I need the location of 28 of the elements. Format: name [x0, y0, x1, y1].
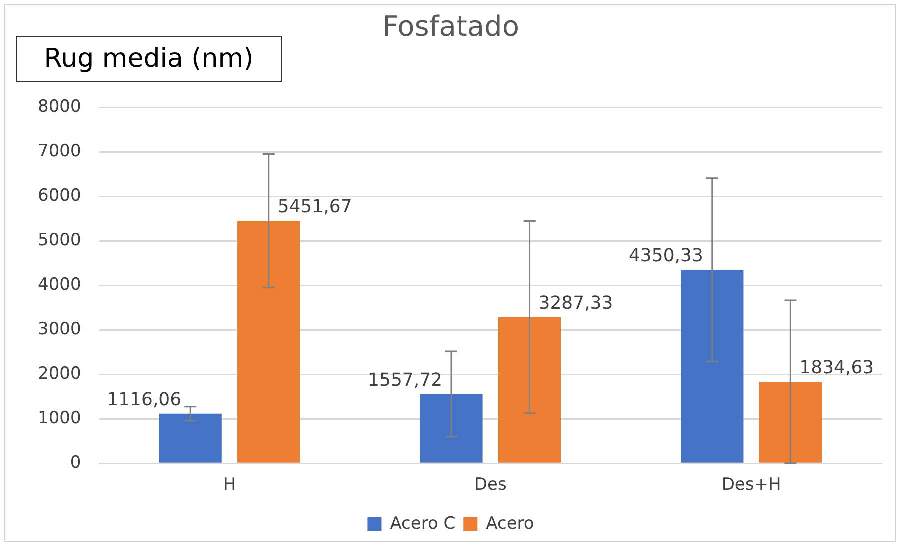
data-label: 5451,67 — [278, 196, 352, 218]
data-label: 1116,06 — [107, 390, 182, 411]
x-tick-label: Des+H — [722, 475, 782, 496]
y-tick-label: 2000 — [38, 364, 82, 384]
y-tick-label: 4000 — [38, 275, 82, 296]
y-tick-label: 0 — [70, 453, 82, 474]
bar — [498, 317, 562, 463]
bar — [238, 221, 300, 463]
bar — [159, 414, 222, 463]
y-tick-label: 5000 — [38, 230, 82, 251]
data-label: 1557,72 — [368, 370, 442, 391]
data-label: 3287,33 — [538, 292, 614, 314]
data-label: 4350,33 — [628, 246, 704, 267]
legend-label: Acero C — [390, 514, 456, 534]
data-label: 1834,63 — [800, 358, 874, 379]
y-axis-title: Rug media (nm) — [16, 36, 282, 82]
y-tick-label: 3000 — [38, 320, 82, 340]
bar — [681, 270, 744, 463]
bar — [420, 394, 483, 463]
legend-label: Acero — [486, 514, 534, 534]
y-tick-label: 8000 — [38, 97, 82, 118]
y-tick-label: 6000 — [38, 186, 82, 206]
x-tick-label: H — [223, 475, 236, 496]
x-tick-label: Des — [474, 475, 507, 496]
y-tick-label: 7000 — [38, 142, 82, 162]
bar — [759, 382, 822, 463]
y-tick-label: 1000 — [38, 408, 82, 429]
chart-title: Fosfatado — [382, 10, 520, 44]
